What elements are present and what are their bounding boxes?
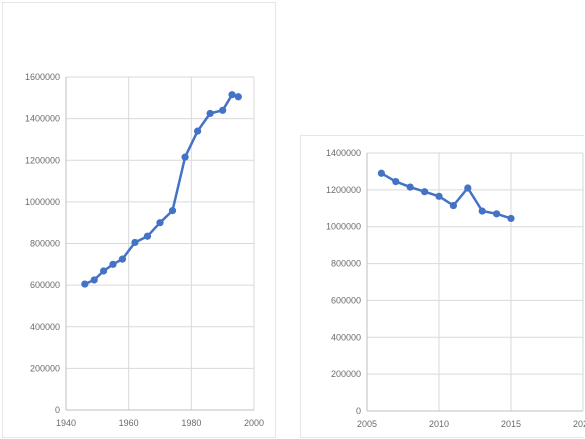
chart-left: 0 200000 400000 600000 800000 1000000 1200000 1… [25, 72, 264, 428]
y-tick-label: 1200000 [25, 155, 60, 165]
y-tick-label: 800000 [331, 259, 361, 269]
y-tick-label: 1400000 [25, 114, 60, 124]
chart-panel-right [300, 135, 584, 438]
data-point [194, 127, 202, 135]
x-tick-label: 1980 [181, 418, 201, 428]
data-point [478, 207, 486, 215]
data-point [435, 192, 443, 200]
x-tick-label: 2005 [357, 419, 377, 429]
y-tick-label: 1000000 [326, 222, 361, 232]
y-tick-label: 800000 [30, 239, 60, 249]
series-line [380, 172, 512, 220]
data-point [228, 91, 236, 99]
x-tick-label: 2010 [429, 419, 449, 429]
data-point [507, 214, 515, 223]
y-tick-label: 200000 [30, 363, 60, 373]
x-tick-label: 1940 [56, 418, 76, 428]
data-point [421, 188, 429, 196]
data-point [131, 238, 139, 247]
y-tick-label: 400000 [331, 332, 361, 342]
data-point [493, 210, 501, 218]
data-point [118, 255, 126, 263]
data-point [81, 280, 89, 288]
y-tick-label: 400000 [30, 322, 60, 332]
data-point [406, 183, 414, 191]
data-point [449, 201, 457, 210]
y-tick-label: 0 [356, 406, 361, 416]
y-tick-label: 600000 [30, 280, 60, 290]
y-tick-label: 1600000 [25, 72, 60, 82]
x-tick-label: 1960 [119, 418, 139, 428]
data-point [90, 276, 98, 284]
y-tick-label: 1400000 [326, 148, 361, 158]
x-tick-label: 2000 [244, 418, 264, 428]
data-point [377, 169, 385, 177]
series-line [84, 93, 239, 286]
chart-right: 0 200000 400000 600000 800000 1000000 1200000 1… [326, 148, 585, 429]
data-point [109, 260, 117, 268]
data-point [206, 109, 214, 118]
data-point [219, 106, 227, 114]
y-tick-label: 1000000 [25, 197, 60, 207]
data-point [168, 207, 177, 215]
y-tick-label: 600000 [331, 295, 361, 305]
x-tick-label: 2015 [501, 419, 521, 429]
data-point [156, 219, 164, 227]
y-tick-label: 0 [55, 405, 60, 415]
data-point [100, 267, 108, 275]
chart-panel-left [2, 2, 276, 438]
data-point [392, 177, 400, 186]
data-point [464, 184, 472, 192]
data-point [143, 232, 152, 240]
x-tick-label: 2020 [573, 419, 585, 429]
y-tick-label: 1200000 [326, 185, 361, 195]
data-point [181, 153, 189, 161]
y-tick-label: 200000 [331, 369, 361, 379]
data-point [234, 93, 242, 101]
